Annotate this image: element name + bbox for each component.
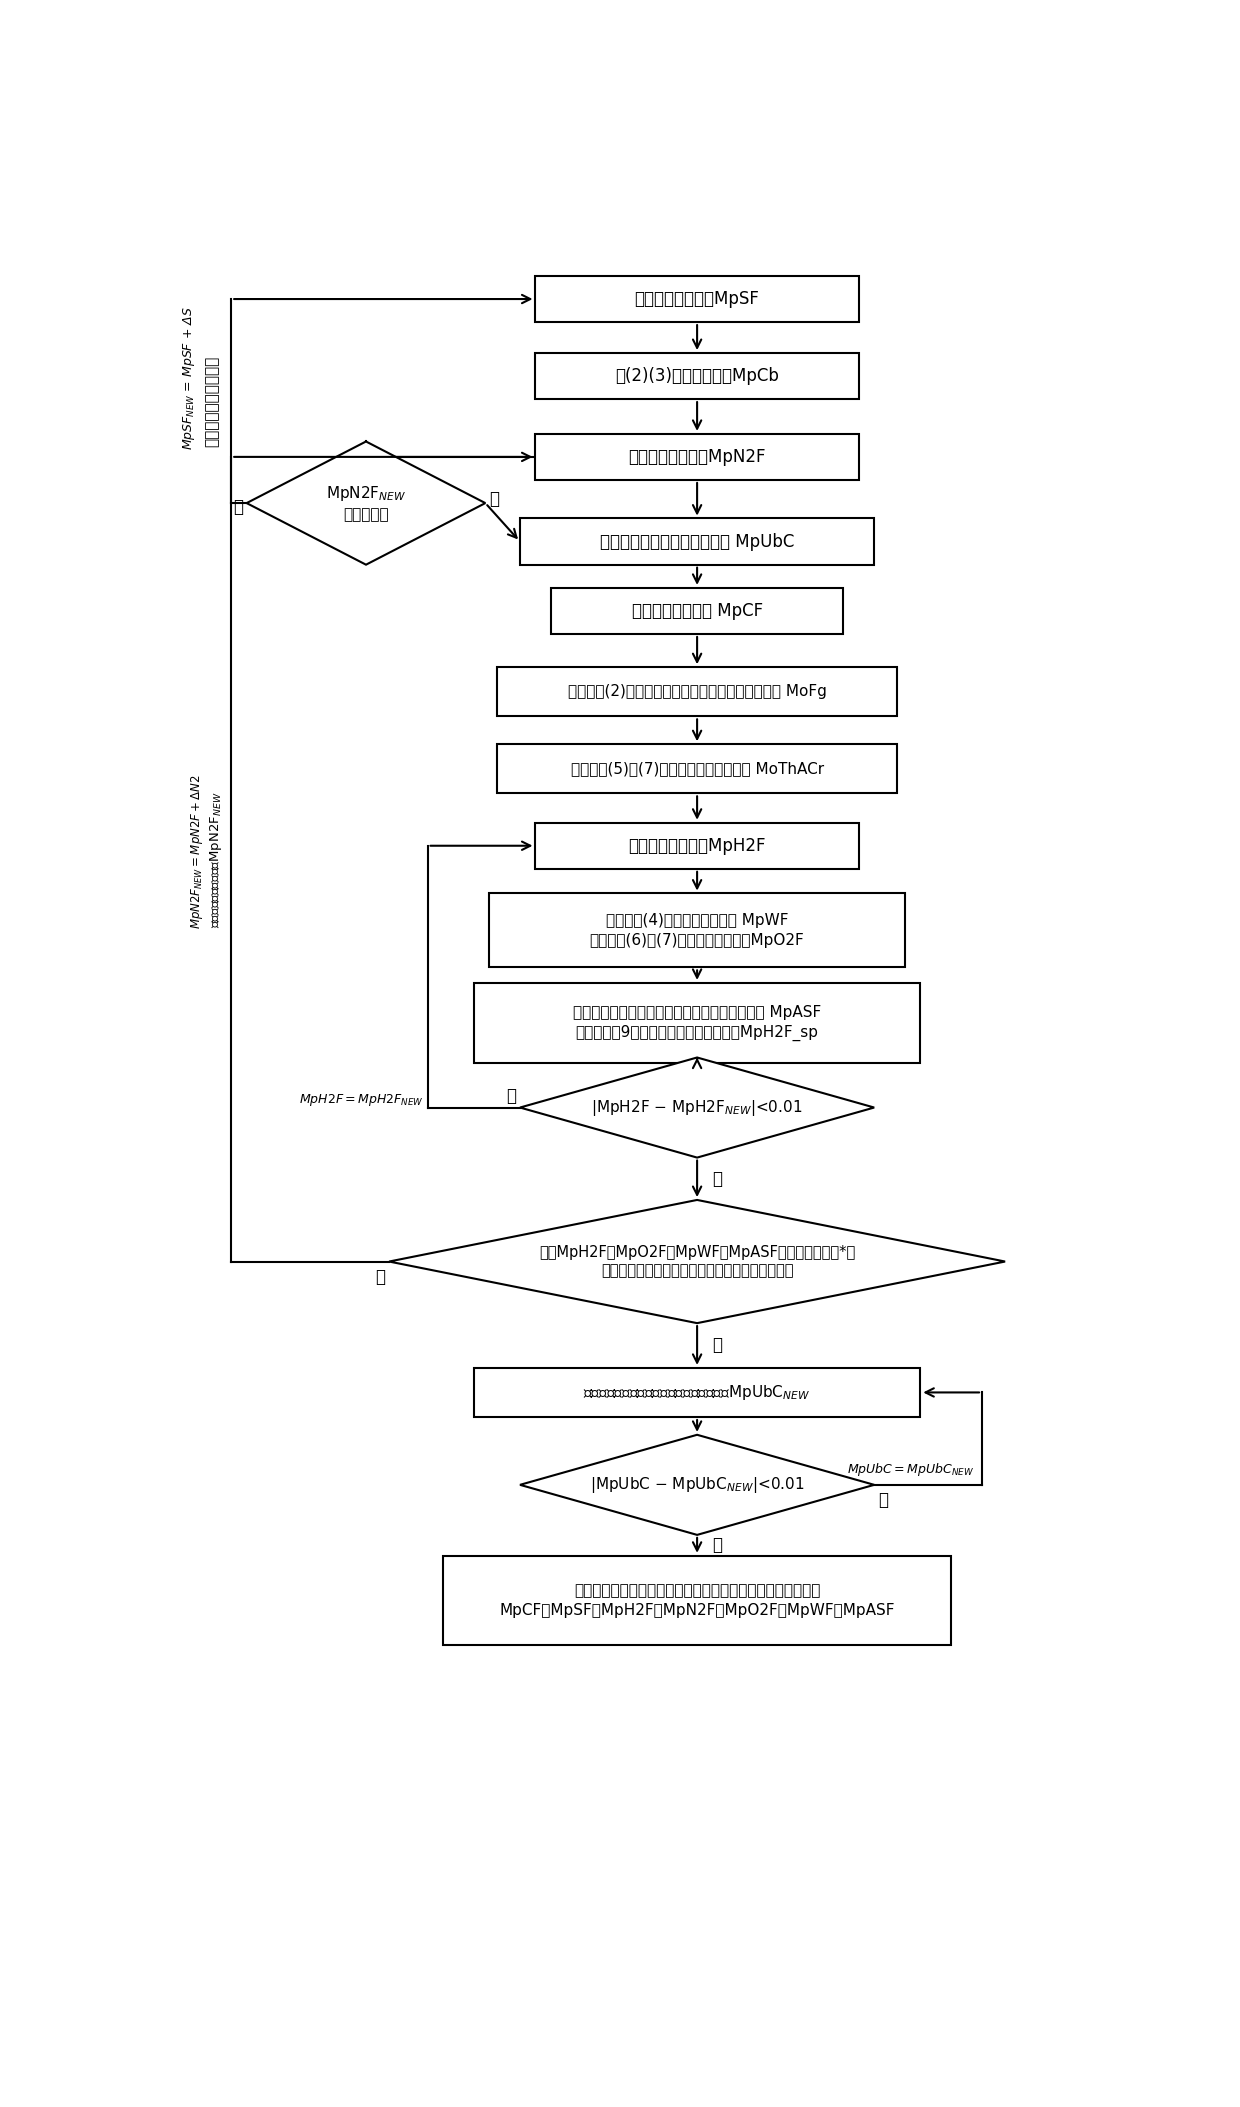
Text: 重新假定燃煤中含硫量: 重新假定燃煤中含硫量 [205,356,219,447]
Text: 根据公式(2)求解单位质量燃煤对应的湿烟气摩尔数 MoFg: 根据公式(2)求解单位质量燃煤对应的湿烟气摩尔数 MoFg [568,685,827,700]
FancyBboxPatch shape [497,668,898,716]
Text: 是: 是 [713,1336,723,1355]
Text: $MpSF_{NEW}$ = MpSF + ΔS: $MpSF_{NEW}$ = MpSF + ΔS [181,306,197,449]
FancyBboxPatch shape [490,893,905,967]
FancyBboxPatch shape [536,434,859,480]
FancyBboxPatch shape [536,354,859,398]
Text: 否: 否 [506,1087,516,1104]
FancyBboxPatch shape [497,744,898,794]
FancyBboxPatch shape [474,1367,920,1418]
Text: $MpUbC = MpUbC_{NEW}$: $MpUbC = MpUbC_{NEW}$ [847,1460,975,1477]
Text: 锅炉燃烧计算，计算出新的燃煤中未燃尽碳MpUbC$_{NEW}$: 锅炉燃烧计算，计算出新的燃煤中未燃尽碳MpUbC$_{NEW}$ [584,1382,811,1401]
Text: $MpN2F_{NEW} = MpN2F + ΔN2$: $MpN2F_{NEW} = MpN2F + ΔN2$ [188,773,205,929]
Text: 假定燃煤中未燃尽碳的百分比 MpUbC: 假定燃煤中未燃尽碳的百分比 MpUbC [600,533,795,550]
Text: 假定燃煤中含氢量MpH2F: 假定燃煤中含氢量MpH2F [629,836,766,855]
Text: 否: 否 [878,1492,888,1509]
Text: $MpH2F = MpH2F_{NEW}$: $MpH2F = MpH2F_{NEW}$ [299,1091,424,1108]
Text: 判断MpH2F、MpO2F、MpWF、MpASF是否在合理范围*。
注：合理范围的取值决定于具体电厂燃烧的煤种。: 判断MpH2F、MpO2F、MpWF、MpASF是否在合理范围*。 注：合理范围… [539,1245,856,1279]
FancyBboxPatch shape [443,1555,951,1646]
FancyBboxPatch shape [520,518,874,565]
Polygon shape [520,1058,874,1157]
Polygon shape [247,442,485,565]
Text: 根据公式(5)和(7)求解出理论空气摩尔数 MoThACr: 根据公式(5)和(7)求解出理论空气摩尔数 MoThACr [570,761,823,775]
FancyBboxPatch shape [536,822,859,868]
Polygon shape [520,1435,874,1534]
Text: 是: 是 [490,491,500,508]
Text: MpN2F$_{NEW}$
在合理范围: MpN2F$_{NEW}$ 在合理范围 [326,485,407,523]
Text: 假定燃煤中含硫量MpSF: 假定燃煤中含硫量MpSF [635,291,760,308]
Text: 根据求解出的已知各量，计算燃煤中灰分百分比 MpASF
根据公式（9）计算出新的燃煤中含氢量MpH2F_sp: 根据求解出的已知各量，计算燃煤中灰分百分比 MpASF 根据公式（9）计算出新的… [573,1005,821,1041]
Text: 根据公式(4)计算出燃煤中水分 MpWF
根据公式(6)和(7)计算出燃煤含氧量MpO2F: 根据公式(4)计算出燃煤中水分 MpWF 根据公式(6)和(7)计算出燃煤含氧量… [590,912,805,948]
FancyBboxPatch shape [551,588,843,634]
Text: 重新假定燃煤中含氮量MpN2F$_{NEW}$: 重新假定燃煤中含氮量MpN2F$_{NEW}$ [208,790,224,927]
Text: |MpH2F − MpH2F$_{NEW}$|<0.01: |MpH2F − MpH2F$_{NEW}$|<0.01 [591,1098,802,1117]
Text: 假定燃煤中含氮量MpN2F: 假定燃煤中含氮量MpN2F [629,449,766,466]
Text: 输出求解得到的碳、硫、氢、氮、氧、水分及灰的百分比成分
MpCF、MpSF、MpH2F、MpN2F、MpO2F、MpWF、MpASF: 输出求解得到的碳、硫、氢、氮、氧、水分及灰的百分比成分 MpCF、MpSF、Mp… [500,1582,895,1618]
FancyBboxPatch shape [474,982,920,1062]
Text: 是: 是 [713,1169,723,1188]
Text: 否: 否 [233,497,243,516]
Text: 计算燃煤中含碳量 MpCF: 计算燃煤中含碳量 MpCF [631,603,763,619]
Polygon shape [389,1201,1006,1323]
Text: |MpUbC − MpUbC$_{NEW}$|<0.01: |MpUbC − MpUbC$_{NEW}$|<0.01 [590,1475,805,1494]
FancyBboxPatch shape [536,276,859,322]
Text: 由(2)(3)式比值计算出MpCb: 由(2)(3)式比值计算出MpCb [615,367,779,386]
Text: 否: 否 [376,1268,386,1285]
Text: 是: 是 [713,1536,723,1555]
